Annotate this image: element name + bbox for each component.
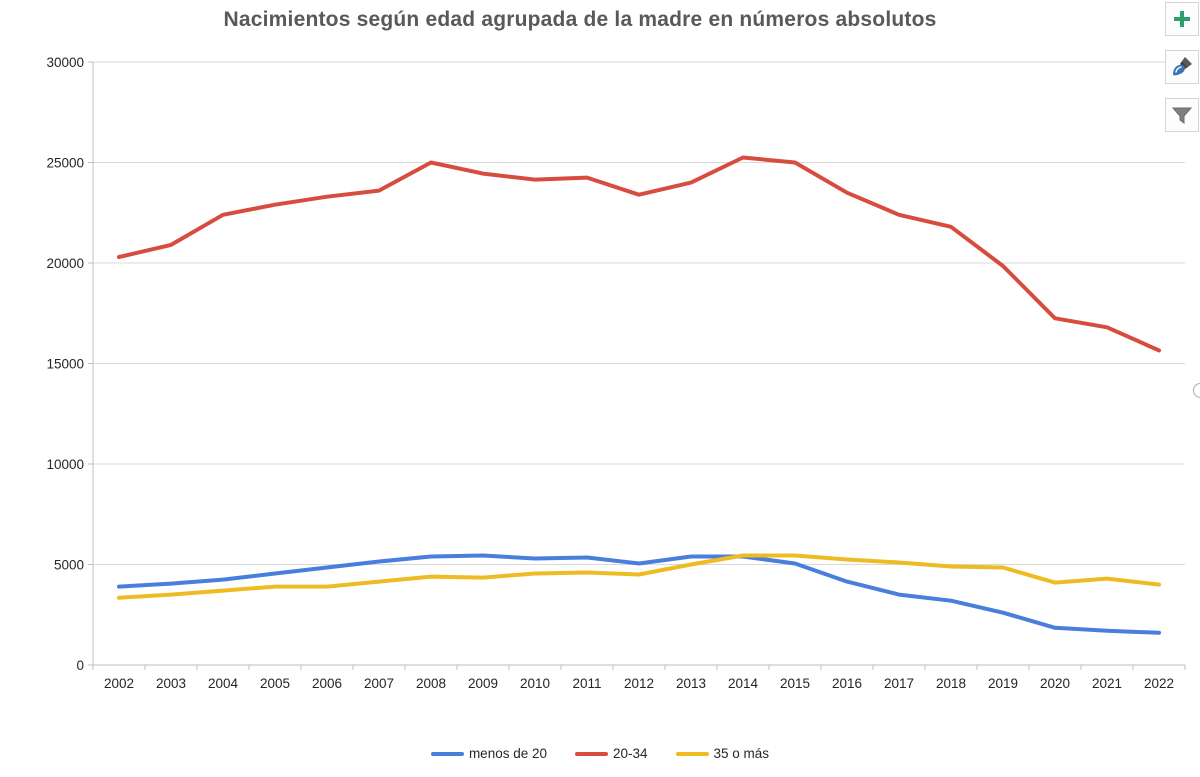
x-tick-label: 2003 [156,676,186,691]
series-line-menos-de-20[interactable] [117,553,1161,635]
x-tick-label: 2014 [728,676,759,691]
x-tick-label: 2006 [312,676,342,691]
x-tick-label: 2020 [1040,676,1070,691]
x-tick-label: 2008 [416,676,446,691]
x-tick-label: 2021 [1092,676,1122,691]
y-tick-label: 5000 [54,558,84,573]
x-tick-label: 2004 [208,676,239,691]
series-line-35-o-más[interactable] [117,553,1161,600]
x-tick-label: 2002 [104,676,134,691]
legend-label: 35 o más [713,746,770,761]
x-tick-label: 2018 [936,676,966,691]
legend-label: menos de 20 [468,746,547,761]
y-tick-label: 0 [76,658,84,673]
y-tick-label: 15000 [46,357,84,372]
legend-swatch [430,751,464,756]
chart-styles-button[interactable] [1165,50,1199,84]
x-tick-label: 2010 [520,676,550,691]
chart-legend: menos de 20 20-34 35 o más [0,746,1200,761]
chart-title: Nacimientos según edad agrupada de la ma… [223,8,937,31]
y-tick-label: 20000 [46,256,84,271]
brush-icon [1173,57,1192,76]
legend-swatch [575,751,608,756]
x-tick-label: 2009 [468,676,498,691]
legend-label: 20-34 [613,746,648,761]
legend-swatch [675,751,709,756]
legend-item-20-34[interactable]: 20-34 [575,746,648,761]
series-line-20-34[interactable] [117,155,1161,353]
legend-item-35-o-más[interactable]: 35 o más [675,746,770,761]
x-tick-label: 2012 [624,676,654,691]
legend-item-menos-de-20[interactable]: menos de 20 [430,746,547,761]
x-tick-label: 2022 [1144,676,1174,691]
chart-filters-button[interactable] [1165,98,1199,132]
funnel-icon [1171,107,1193,124]
chart-elements-button[interactable] [1165,2,1199,36]
x-tick-label: 2013 [676,676,706,691]
x-tick-label: 2005 [260,676,290,691]
x-tick-label: 2011 [572,676,601,691]
x-tick-label: 2017 [884,676,914,691]
x-tick-label: 2019 [988,676,1018,691]
plus-icon [1174,11,1190,27]
y-tick-label: 30000 [46,55,84,70]
y-tick-label: 25000 [46,156,84,171]
x-tick-label: 2016 [832,676,862,691]
y-tick-label: 10000 [46,457,84,472]
x-tick-label: 2007 [364,676,394,691]
x-tick-label: 2015 [780,676,810,691]
